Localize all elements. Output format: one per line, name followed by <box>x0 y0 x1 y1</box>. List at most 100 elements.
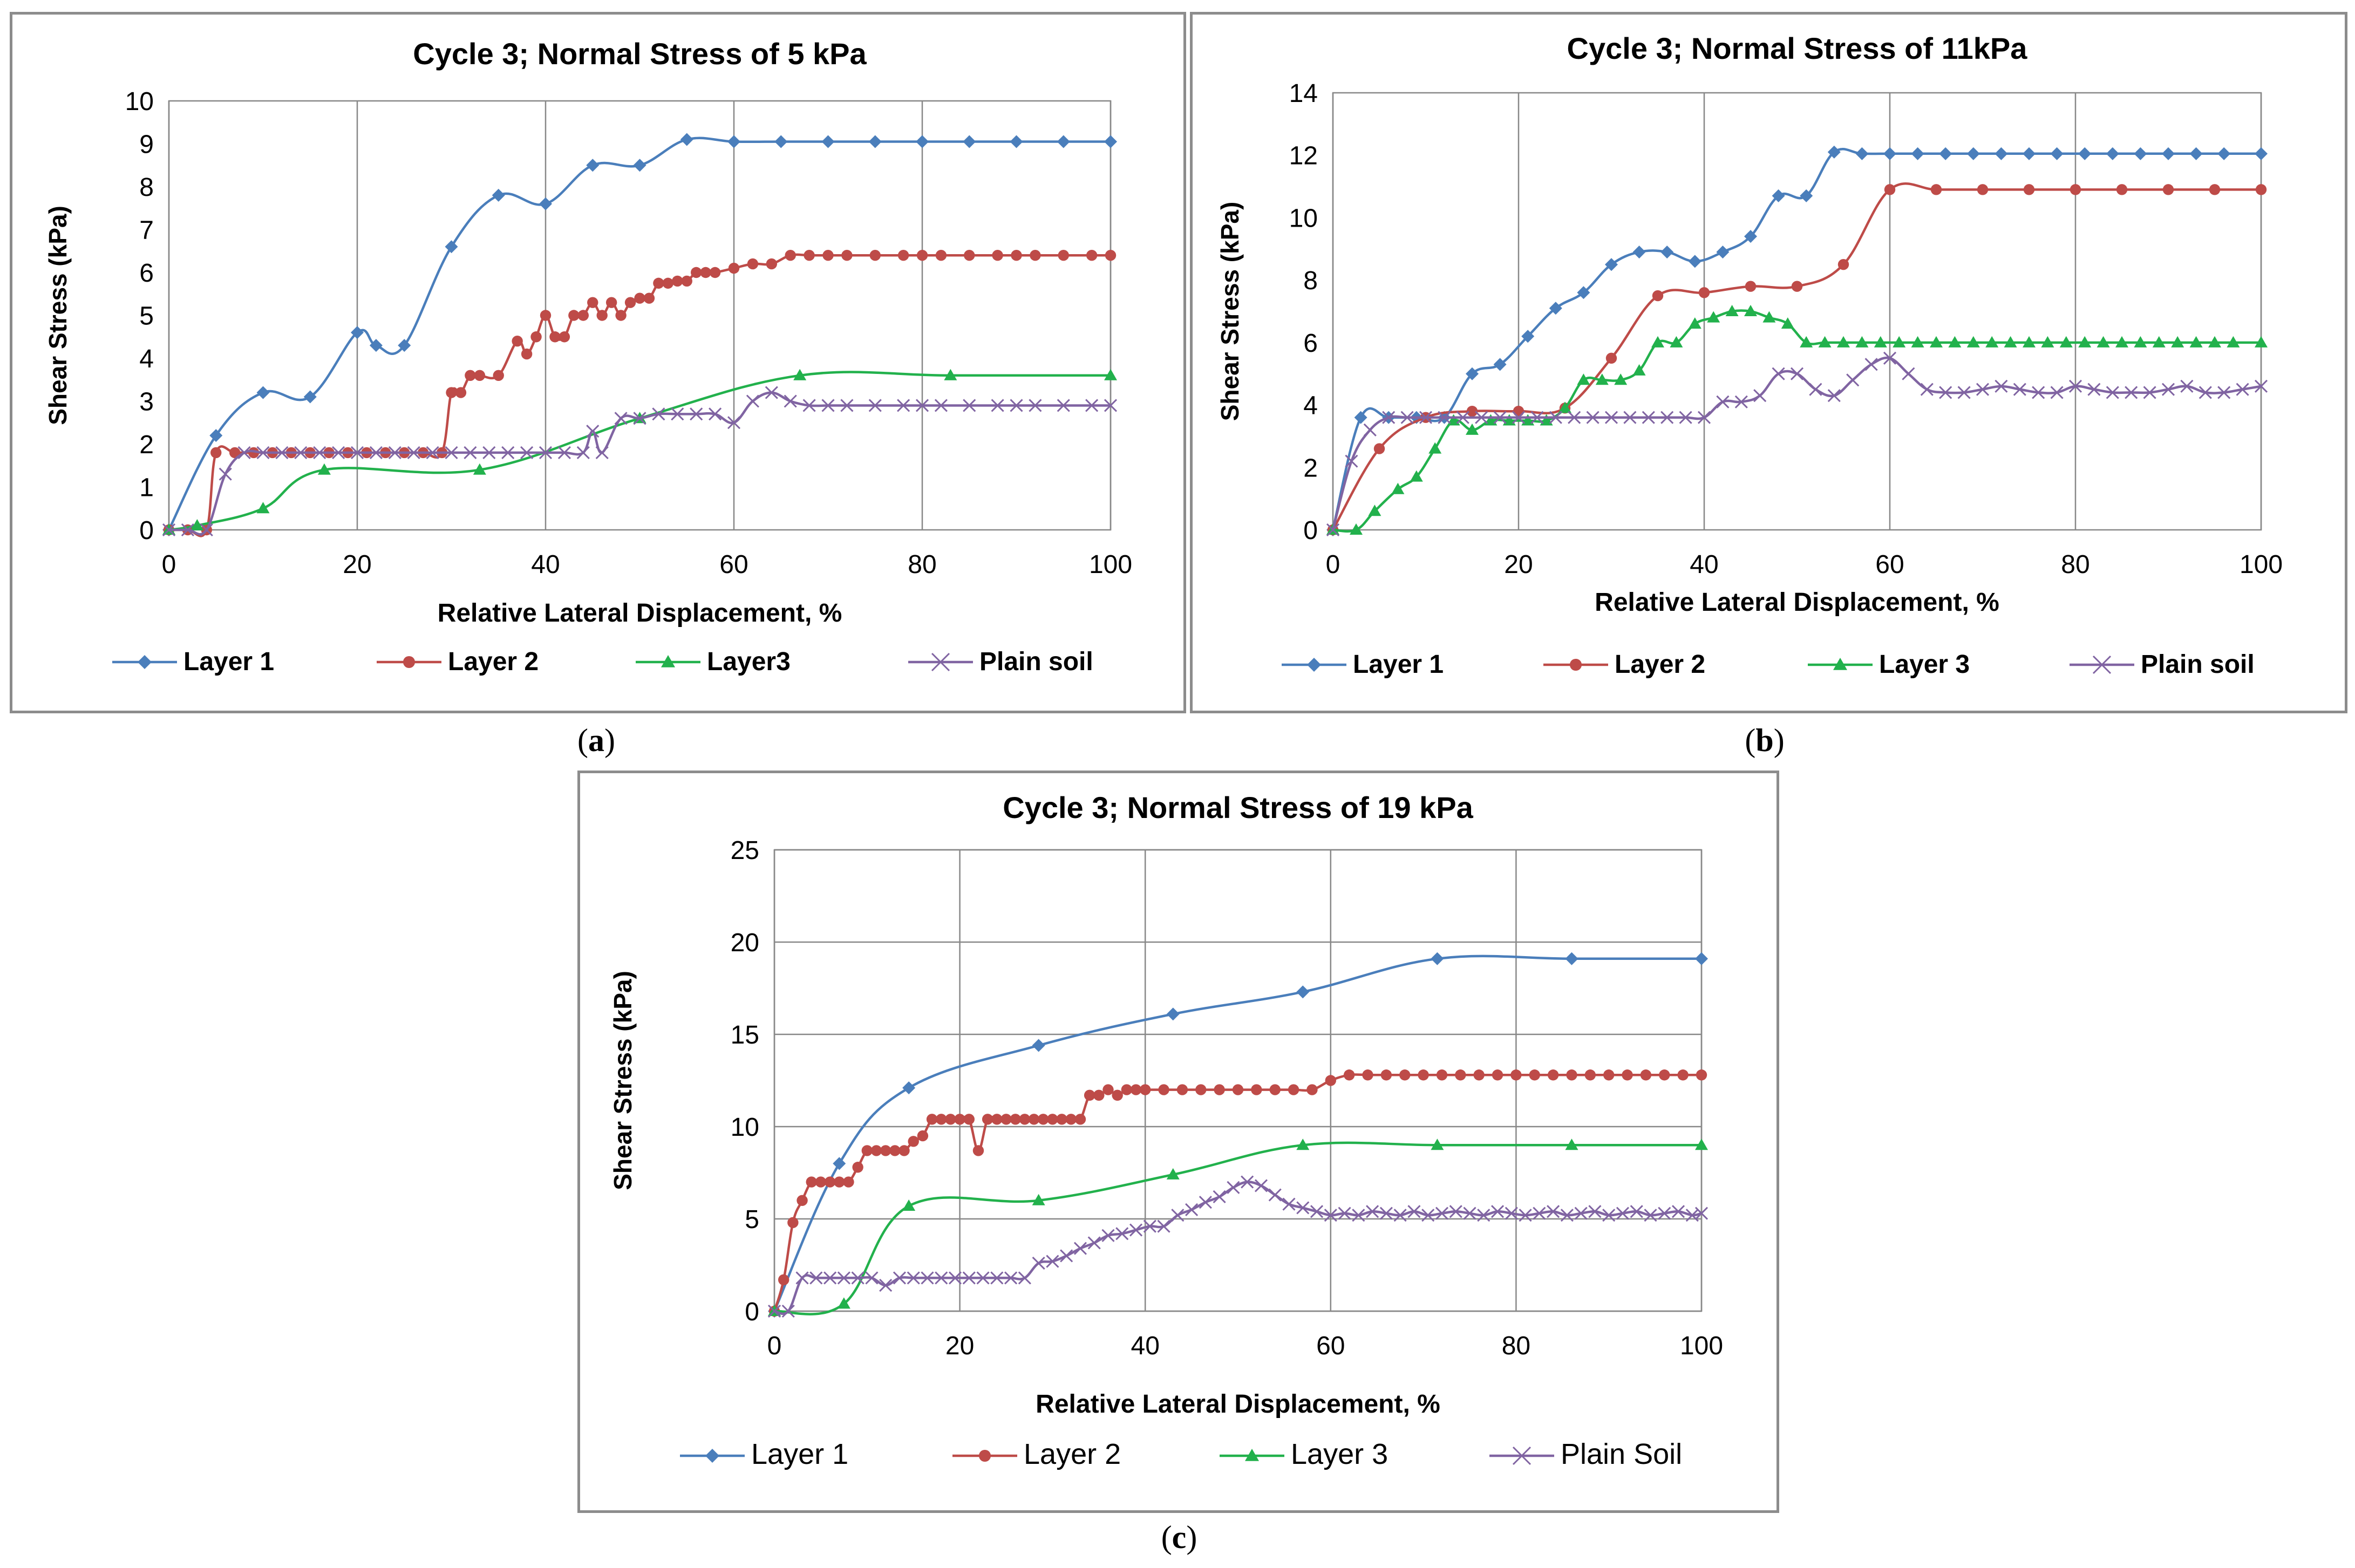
data-point <box>868 399 882 412</box>
data-point <box>889 1145 901 1156</box>
data-point <box>1047 1114 1058 1125</box>
data-point <box>2078 147 2092 160</box>
data-point <box>2032 386 2045 399</box>
data-point <box>934 399 948 412</box>
data-point <box>972 1145 984 1156</box>
data-point <box>1837 259 1849 270</box>
x-tick-label: 100 <box>2240 550 2283 579</box>
data-point <box>852 1162 863 1173</box>
legend-item-2: Layer 2 <box>377 647 539 676</box>
data-point <box>317 463 331 475</box>
data-point <box>821 135 835 148</box>
y-tick-label: 0 <box>745 1298 759 1326</box>
data-point <box>303 390 317 404</box>
data-point <box>902 1199 916 1211</box>
legend-label: Layer 2 <box>1615 650 1705 679</box>
data-point <box>1176 1084 1188 1095</box>
data-point <box>824 1176 836 1188</box>
data-point <box>1084 1089 1095 1101</box>
series-2 <box>1327 182 2267 536</box>
data-point <box>1363 423 1377 437</box>
data-point <box>200 523 213 537</box>
x-tick-label: 20 <box>1504 550 1533 579</box>
data-point <box>709 407 722 421</box>
data-point <box>1065 1114 1077 1125</box>
data-point <box>990 1271 1004 1285</box>
data-point <box>1393 1209 1407 1222</box>
data-point <box>1473 1069 1485 1081</box>
data-point <box>624 297 636 308</box>
data-point <box>1391 482 1405 494</box>
data-point <box>1104 369 1117 380</box>
data-point <box>539 446 553 459</box>
data-point <box>1744 305 1757 316</box>
y-tick-label: 7 <box>139 216 154 245</box>
data-point <box>474 370 486 381</box>
legend-marker <box>1512 1446 1532 1465</box>
chart-title: Cycle 3; Normal Stress of 5 kPa <box>413 37 867 71</box>
data-point <box>256 386 270 399</box>
data-point <box>1251 1084 1262 1095</box>
data-point <box>1121 1084 1133 1095</box>
series-4 <box>162 386 1118 537</box>
data-point <box>1893 336 1906 347</box>
data-point <box>1930 336 1943 347</box>
data-point <box>1565 1138 1578 1150</box>
data-point <box>2199 386 2212 399</box>
data-point <box>2115 336 2128 347</box>
data-point <box>1436 1069 1448 1081</box>
data-point <box>1966 147 1980 160</box>
data-point <box>1282 1197 1296 1211</box>
data-point <box>1493 411 1507 424</box>
data-point <box>1791 281 1803 292</box>
data-point <box>1324 1209 1337 1222</box>
data-point <box>1325 1075 1336 1086</box>
data-point <box>1011 250 1022 261</box>
data-point <box>1354 411 1367 424</box>
data-point <box>398 339 411 352</box>
data-point <box>837 1271 850 1285</box>
x-tick-label: 60 <box>719 550 748 579</box>
data-point <box>766 258 778 270</box>
data-point <box>1679 411 1692 424</box>
data-point <box>804 250 815 261</box>
data-point <box>350 446 364 459</box>
data-point <box>672 275 683 287</box>
data-point <box>2255 184 2267 195</box>
data-point <box>1772 367 1785 380</box>
data-point <box>1695 952 1708 965</box>
data-point <box>963 135 976 148</box>
x-axis-label: Relative Lateral Displacement, % <box>1595 588 1999 617</box>
data-point <box>897 399 910 412</box>
data-point <box>1519 1209 1532 1222</box>
data-point <box>1343 1069 1355 1081</box>
data-point <box>1939 147 1952 160</box>
data-point <box>680 133 693 146</box>
y-tick-label: 3 <box>139 388 154 417</box>
data-point <box>1129 1223 1143 1237</box>
legend-item-3: Layer 3 <box>1220 1438 1388 1470</box>
data-point <box>1038 1114 1049 1125</box>
data-point <box>1695 1138 1708 1150</box>
data-point <box>954 1114 965 1125</box>
data-point <box>1630 1205 1643 1218</box>
data-point <box>1512 411 1526 424</box>
data-point <box>841 250 853 261</box>
legend-label: Layer 1 <box>183 647 274 676</box>
y-tick-label: 10 <box>125 87 154 116</box>
data-point <box>1505 1206 1518 1220</box>
y-axis-label: Shear Stress (kPa) <box>44 206 72 425</box>
data-point <box>2134 147 2147 160</box>
data-point <box>586 425 600 438</box>
data-point <box>445 446 458 459</box>
data-point <box>834 1176 845 1188</box>
data-point <box>181 523 194 537</box>
data-point <box>691 267 702 278</box>
y-tick-label: 4 <box>139 345 154 373</box>
series-line <box>167 137 1111 531</box>
data-point <box>1493 358 1507 371</box>
data-point <box>1772 189 1785 202</box>
y-tick-label: 8 <box>1303 267 1318 295</box>
data-point <box>1419 411 1433 424</box>
data-point <box>1855 147 1869 160</box>
